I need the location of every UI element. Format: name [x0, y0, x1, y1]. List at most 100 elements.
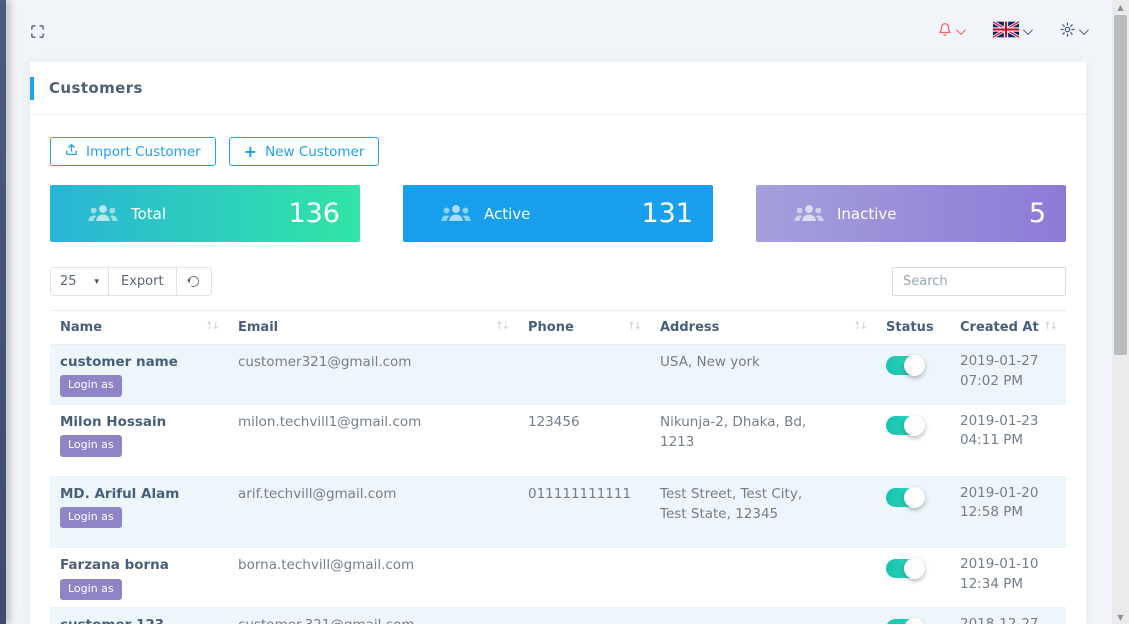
- fullscreen-icon[interactable]: [30, 24, 45, 39]
- chevron-down-icon: [955, 24, 966, 35]
- stat-value: 136: [288, 198, 340, 229]
- cell-name: Farzana borna Login as: [50, 547, 228, 608]
- table-controls: 25 ▾ Export: [50, 267, 1066, 296]
- column-header-email[interactable]: Email ↑↓: [228, 310, 518, 345]
- status-toggle[interactable]: [886, 558, 925, 580]
- table-tools-group: 25 ▾ Export: [50, 267, 212, 296]
- table-row: Milon Hossain Login as milon.techvill1@g…: [50, 404, 1066, 477]
- refresh-icon: [186, 274, 201, 289]
- search-input[interactable]: [892, 267, 1066, 296]
- collapsed-sidebar-edge[interactable]: [0, 0, 6, 624]
- scroll-up-icon[interactable]: ▲: [1117, 2, 1124, 12]
- export-button[interactable]: Export: [109, 268, 177, 295]
- cell-phone: [518, 547, 650, 608]
- uk-flag-icon: [992, 19, 1020, 42]
- stat-value: 131: [641, 198, 693, 229]
- table-row: customer name Login as customer321@gmail…: [50, 344, 1066, 405]
- table-row: Farzana borna Login as borna.techvill@gm…: [50, 547, 1066, 608]
- stat-cards: Total 136 Active 131: [50, 185, 1066, 242]
- cell-status: [876, 344, 950, 405]
- language-dropdown[interactable]: [992, 19, 1033, 42]
- sort-icon: ↑↓: [627, 321, 642, 332]
- title-accent-bar: [30, 77, 34, 100]
- status-toggle[interactable]: [886, 355, 925, 376]
- users-icon: [441, 203, 471, 224]
- cell-created-at: 2019-01-10 12:34 PM: [950, 547, 1066, 608]
- sort-icon: ↑↓: [205, 321, 220, 332]
- stat-value: 5: [1028, 198, 1046, 229]
- column-header-phone[interactable]: Phone ↑↓: [518, 310, 650, 345]
- login-as-badge[interactable]: Login as: [60, 375, 122, 397]
- customer-table-body: customer name Login as customer321@gmail…: [50, 344, 1066, 624]
- page-size-select[interactable]: 25 ▾: [51, 268, 109, 295]
- scrollbar-thumb[interactable]: [1114, 15, 1127, 355]
- cell-name: Milon Hossain Login as: [50, 404, 228, 477]
- cell-status: [876, 607, 950, 624]
- notifications-dropdown[interactable]: [938, 22, 966, 41]
- cell-name: customer name Login as: [50, 344, 228, 405]
- cell-email: customer.321@gmail.com: [228, 607, 518, 624]
- page-header: Customers: [30, 62, 1086, 115]
- page-title: Customers: [49, 79, 143, 97]
- gear-icon: [1060, 21, 1075, 41]
- cell-created-at: 2019-01-23 04:11 PM: [950, 404, 1066, 477]
- scroll-down-icon[interactable]: ▼: [1117, 612, 1124, 622]
- table-row: MD. Ariful Alam Login as arif.techvill@g…: [50, 476, 1066, 549]
- table-row: customer 123 Login as customer.321@gmail…: [50, 607, 1066, 624]
- cell-email: milon.techvill1@gmail.com: [228, 404, 518, 477]
- topbar: [6, 0, 1112, 62]
- table-header-row: Name ↑↓ Email ↑↓ Phone ↑↓ Address ↑↓: [50, 310, 1066, 345]
- sort-icon: ↑↓: [495, 321, 510, 332]
- users-icon: [88, 203, 118, 224]
- cell-email: arif.techvill@gmail.com: [228, 476, 518, 549]
- chevron-down-icon: [1078, 24, 1089, 35]
- caret-down-icon: ▾: [94, 276, 99, 287]
- stat-card-total: Total 136: [50, 185, 360, 242]
- cell-name: customer 123 Login as: [50, 607, 228, 624]
- import-customer-button[interactable]: Import Customer: [50, 137, 216, 166]
- column-header-address[interactable]: Address ↑↓: [650, 310, 876, 345]
- sort-icon: ↑↓: [1043, 321, 1058, 332]
- cell-created-at: 2019-01-27 07:02 PM: [950, 344, 1066, 405]
- cell-created-at: 2019-01-20 12:58 PM: [950, 476, 1066, 549]
- upload-icon: [65, 143, 78, 160]
- cell-phone: 123456: [518, 404, 650, 477]
- stat-card-active: Active 131: [403, 185, 713, 242]
- status-toggle[interactable]: [886, 618, 925, 624]
- cell-name: MD. Ariful Alam Login as: [50, 476, 228, 549]
- new-customer-button[interactable]: + New Customer: [228, 137, 380, 166]
- refresh-button[interactable]: [176, 268, 211, 295]
- column-header-name[interactable]: Name ↑↓: [50, 310, 228, 345]
- chevron-down-icon: [1022, 24, 1033, 35]
- cell-email: borna.techvill@gmail.com: [228, 547, 518, 608]
- cell-address: Nikunja-2, Dhaka, Bd, 1213: [650, 404, 876, 477]
- stat-card-inactive: Inactive 5: [756, 185, 1066, 242]
- cell-address: [650, 547, 876, 608]
- column-header-status: Status: [876, 310, 950, 345]
- cell-address: USA, New york: [650, 344, 876, 405]
- cell-phone: 011111111111: [518, 476, 650, 549]
- status-toggle[interactable]: [886, 414, 925, 436]
- cell-phone: [518, 344, 650, 405]
- settings-dropdown[interactable]: [1060, 21, 1089, 41]
- login-as-badge[interactable]: Login as: [60, 435, 122, 457]
- sort-icon: ↑↓: [853, 321, 868, 332]
- cell-status: [876, 476, 950, 549]
- status-toggle[interactable]: [886, 486, 925, 508]
- action-buttons: Import Customer + New Customer: [50, 137, 1066, 166]
- cell-phone: [518, 607, 650, 624]
- column-header-created-at[interactable]: Created At ↑↓: [950, 310, 1066, 345]
- cell-address: [650, 607, 876, 624]
- login-as-badge[interactable]: Login as: [60, 578, 122, 600]
- content-card: Customers Import Customer + New Customer: [30, 62, 1086, 624]
- cell-email: customer321@gmail.com: [228, 344, 518, 405]
- vertical-scrollbar[interactable]: ▲ ▼: [1112, 0, 1129, 624]
- cell-address: Test Street, Test City, Test State, 1234…: [650, 476, 876, 549]
- cell-status: [876, 547, 950, 608]
- customers-table: Name ↑↓ Email ↑↓ Phone ↑↓ Address ↑↓: [50, 310, 1066, 624]
- users-icon: [794, 203, 824, 224]
- cell-created-at: 2018-12-27 01:06 PM: [950, 607, 1066, 624]
- cell-status: [876, 404, 950, 477]
- plus-icon: +: [243, 141, 258, 161]
- login-as-badge[interactable]: Login as: [60, 506, 122, 529]
